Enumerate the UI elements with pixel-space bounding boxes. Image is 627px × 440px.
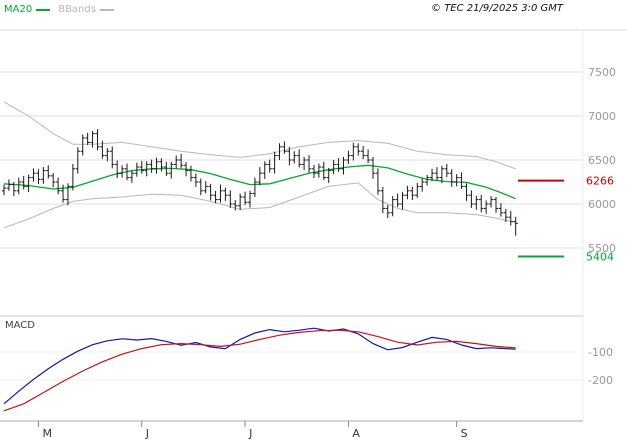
price-tick-label: 6500 — [588, 154, 616, 167]
price-tick-label: 7000 — [588, 110, 616, 123]
chart-legend: MA20 BBands — [4, 3, 122, 18]
macd-tick-label: -100 — [588, 346, 613, 359]
macd-tick-label: -200 — [588, 374, 613, 387]
bb-lower-line — [3, 182, 516, 229]
price-tick-label: 6000 — [588, 198, 616, 211]
month-label: J — [145, 427, 149, 440]
bb-upper-line — [3, 101, 516, 170]
ma20-line — [3, 164, 516, 200]
month-label: J — [248, 427, 252, 440]
legend-ma20-swatch — [36, 8, 51, 11]
legend-bbands-swatch — [99, 8, 114, 11]
month-label: S — [461, 427, 468, 440]
copyright-text: © TEC 21/9/2025 3:0 GMT — [431, 3, 563, 14]
macd-signal-line — [3, 329, 516, 412]
month-label: M — [42, 427, 52, 440]
support-label: 5404 — [586, 250, 614, 263]
resistance-label: 6266 — [586, 175, 614, 188]
legend-bbands-label: BBands — [58, 4, 96, 15]
legend-ma20-label: MA20 — [4, 4, 33, 15]
price-tick-label: 7500 — [588, 66, 616, 79]
macd-panel-label: MACD — [5, 320, 35, 331]
month-label: A — [352, 427, 360, 440]
price-tick-label: 5500 — [588, 242, 616, 255]
macd-line — [3, 327, 516, 405]
